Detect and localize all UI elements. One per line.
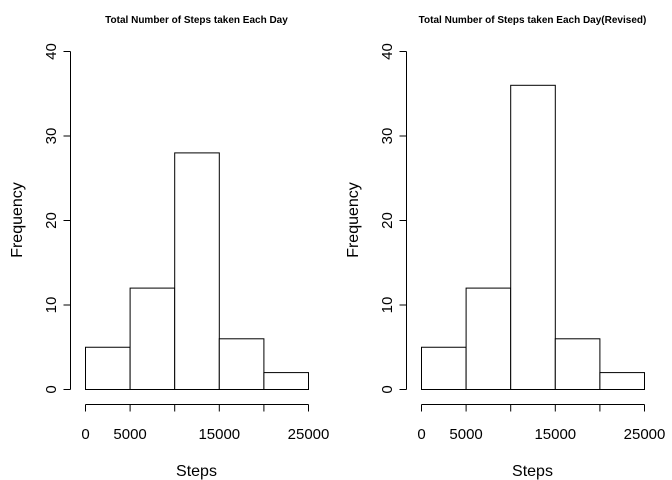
x-tick-label: 0: [417, 426, 425, 443]
y-tick-label: 40: [43, 43, 60, 60]
histogram-bar: [421, 346, 467, 390]
x-tick-label: 5000: [113, 426, 146, 443]
histogram-bar: [510, 84, 556, 391]
histogram-bar: [129, 287, 176, 391]
histogram-bar: [465, 287, 512, 391]
y-tick-label: 20: [379, 212, 396, 229]
histogram-bar: [174, 152, 220, 390]
x-tick-label: 5000: [449, 426, 482, 443]
histogram-bar: [263, 372, 309, 391]
histogram-bar: [218, 338, 265, 390]
chart-title: Total Number of Steps taken Each Day: [105, 15, 288, 26]
x-tick-label: 15000: [198, 426, 240, 443]
y-tick-label: 10: [43, 297, 60, 314]
y-tick-label: 10: [379, 297, 396, 314]
chart-title: Total Number of Steps taken Each Day(Rev…: [419, 15, 647, 26]
x-tick-label: 0: [81, 426, 89, 443]
y-tick-label: 40: [379, 43, 396, 60]
histogram-panel-original: Total Number of Steps taken Each Day 0 500…: [9, 15, 329, 480]
histogram-panel-revised: Total Number of Steps taken Each Day(Rev…: [345, 15, 665, 480]
y-tick-label: 0: [43, 385, 60, 393]
x-axis-label: Steps: [176, 463, 217, 480]
y-axis-label: Frequency: [345, 182, 362, 258]
y-tick-label: 30: [43, 128, 60, 145]
x-tick-label: 15000: [534, 426, 576, 443]
histogram-bar: [599, 372, 646, 391]
y-tick-label: 0: [379, 385, 396, 393]
x-tick-label: 25000: [624, 426, 666, 443]
y-tick-label: 20: [43, 212, 60, 229]
x-axis-label: Steps: [512, 463, 553, 480]
histogram-bar: [85, 346, 131, 390]
y-axis-label: Frequency: [9, 182, 26, 258]
histogram-bar: [554, 338, 601, 390]
y-tick-label: 30: [379, 128, 396, 145]
x-tick-label: 25000: [288, 426, 330, 443]
